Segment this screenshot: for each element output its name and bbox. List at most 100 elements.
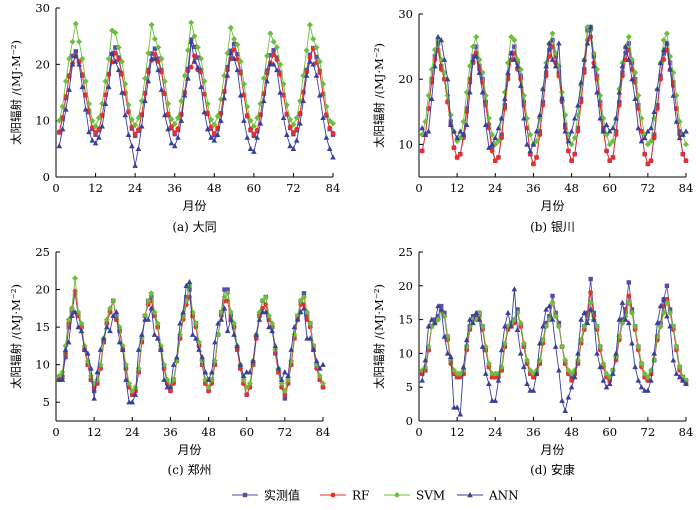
data-point <box>151 35 158 42</box>
data-point <box>287 143 293 149</box>
data-point <box>211 131 217 137</box>
data-point <box>293 137 300 143</box>
panel-caption: (b) 银川 <box>530 220 575 234</box>
data-point <box>556 320 562 326</box>
x-tick-label: 24 <box>128 181 143 195</box>
data-point <box>498 115 505 121</box>
y-tick-label: 20 <box>398 72 413 86</box>
data-point <box>660 46 667 53</box>
data-point <box>78 320 85 327</box>
data-point <box>502 95 508 101</box>
data-point <box>536 340 543 346</box>
data-point <box>620 317 625 322</box>
data-point <box>527 147 534 154</box>
y-tick-label: 15 <box>398 313 413 327</box>
data-point <box>683 141 689 148</box>
data-point <box>505 69 511 75</box>
data-point <box>132 122 139 129</box>
data-point <box>181 72 188 79</box>
data-point <box>543 320 549 326</box>
data-point <box>518 73 523 79</box>
data-point <box>284 131 290 137</box>
data-point <box>304 313 310 319</box>
data-point <box>597 115 603 121</box>
data-point <box>310 346 317 352</box>
data-point <box>211 121 218 128</box>
data-point <box>297 297 304 304</box>
data-point <box>549 299 556 306</box>
data-point <box>320 81 327 88</box>
data-point <box>56 117 63 124</box>
data-point <box>149 294 154 300</box>
data-point <box>260 75 267 82</box>
data-point <box>562 357 569 364</box>
data-point <box>447 353 454 359</box>
series-ann-group <box>56 279 326 405</box>
data-point <box>536 112 543 118</box>
data-point <box>293 114 300 121</box>
x-tick-label: 84 <box>316 425 331 439</box>
data-point <box>470 314 476 319</box>
data-point <box>470 54 476 59</box>
data-point <box>502 344 508 350</box>
data-point <box>533 370 540 376</box>
data-point <box>145 316 151 322</box>
legend-label: SVM <box>416 489 445 503</box>
data-point <box>116 339 123 345</box>
data-point <box>461 371 466 377</box>
data-point <box>122 112 129 118</box>
x-tick-label: 72 <box>641 425 656 439</box>
data-point <box>657 59 664 66</box>
panel-caption: (a) 大同 <box>172 220 216 234</box>
data-point <box>571 134 578 141</box>
data-point <box>72 309 78 315</box>
data-point <box>651 350 658 356</box>
data-point <box>638 360 645 367</box>
data-point <box>142 312 148 319</box>
data-point <box>553 54 558 59</box>
data-point <box>59 103 66 110</box>
data-point <box>619 299 626 305</box>
data-point <box>604 148 609 154</box>
data-point <box>115 66 122 73</box>
data-point <box>457 151 463 157</box>
data-point <box>578 79 584 85</box>
x-tick-label: 60 <box>602 425 617 439</box>
series-line <box>421 35 687 166</box>
x-axis-label: 月份 <box>540 443 564 457</box>
data-point <box>632 77 638 82</box>
data-point <box>281 387 288 394</box>
data-point <box>158 55 165 62</box>
data-point <box>572 371 578 377</box>
data-point <box>441 313 448 320</box>
data-point <box>444 92 451 99</box>
data-point <box>553 310 558 316</box>
data-point <box>266 324 272 330</box>
data-point <box>259 297 266 304</box>
x-tick-label: 0 <box>52 181 59 195</box>
data-point <box>316 58 323 65</box>
data-point <box>96 134 102 140</box>
data-point <box>314 54 319 60</box>
data-point <box>310 61 317 67</box>
legend-marker <box>330 492 336 498</box>
data-point <box>79 83 86 90</box>
data-point <box>454 404 460 410</box>
data-point <box>110 312 117 319</box>
data-point <box>198 83 204 90</box>
x-tick-label: 0 <box>415 181 422 195</box>
data-point <box>207 116 214 123</box>
chart-panel-1: 0 12 24 36 48 60 72 84 0 10 20 30 月份 太阳辐射 /(MJ·M⁻²) (a… <box>9 1 340 234</box>
y-tick-label: 10 <box>35 114 50 128</box>
data-point <box>492 134 499 141</box>
data-point <box>214 131 221 137</box>
data-point <box>476 69 483 75</box>
data-point <box>603 121 610 128</box>
data-point <box>514 326 521 332</box>
x-tick-label: 0 <box>415 425 422 439</box>
data-point <box>244 392 250 398</box>
data-point <box>661 50 666 56</box>
data-point <box>540 85 546 92</box>
data-point <box>63 354 68 360</box>
data-point <box>562 407 569 414</box>
